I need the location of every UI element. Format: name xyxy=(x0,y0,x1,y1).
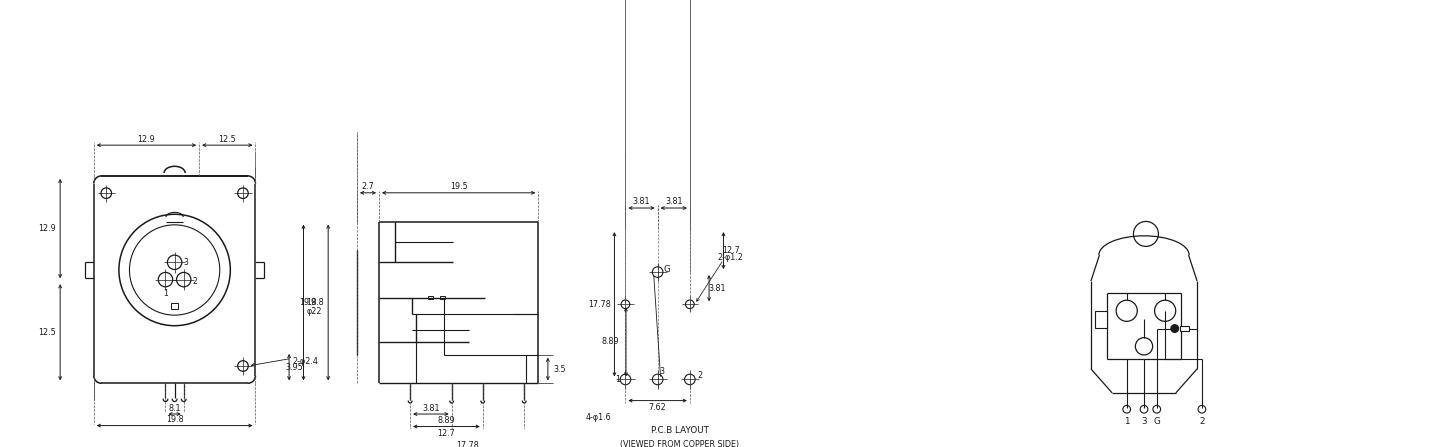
Text: 1: 1 xyxy=(615,375,620,384)
Text: 4-φ1.6: 4-φ1.6 xyxy=(586,413,612,422)
Text: 12.5: 12.5 xyxy=(218,135,236,144)
Bar xyxy=(440,295,445,299)
Circle shape xyxy=(1171,325,1178,333)
Text: (VIEWED FROM COPPER SIDE): (VIEWED FROM COPPER SIDE) xyxy=(620,440,739,447)
Text: 3: 3 xyxy=(184,258,188,267)
Text: 8.1: 8.1 xyxy=(168,404,181,413)
Text: 12.9: 12.9 xyxy=(137,135,155,144)
Text: 17.78: 17.78 xyxy=(587,300,610,309)
Text: 2.7: 2.7 xyxy=(362,181,375,190)
Text: 3.81: 3.81 xyxy=(422,404,440,413)
Text: 19.5: 19.5 xyxy=(450,181,467,190)
Text: 12.7: 12.7 xyxy=(438,429,455,438)
Text: 19.8: 19.8 xyxy=(299,298,317,307)
Text: 2: 2 xyxy=(192,277,198,286)
Text: 3.81: 3.81 xyxy=(665,197,683,206)
Text: 1: 1 xyxy=(163,289,168,298)
Text: 3.81: 3.81 xyxy=(709,284,726,293)
Text: 3: 3 xyxy=(659,367,664,376)
Text: P.C.B LAYOUT: P.C.B LAYOUT xyxy=(651,426,709,435)
Text: 2: 2 xyxy=(1199,417,1205,426)
Text: φ22: φ22 xyxy=(307,307,322,316)
Text: 2-φ2.4: 2-φ2.4 xyxy=(292,357,318,366)
Bar xyxy=(171,303,178,309)
Text: 2-φ1.2: 2-φ1.2 xyxy=(717,253,743,262)
Bar xyxy=(428,295,432,299)
Text: 1: 1 xyxy=(1124,417,1129,426)
Text: 19.8: 19.8 xyxy=(307,298,324,307)
Text: G: G xyxy=(664,265,671,274)
Text: 12.9: 12.9 xyxy=(38,224,55,233)
Text: 12.5: 12.5 xyxy=(38,328,55,337)
Text: 7.62: 7.62 xyxy=(649,403,667,412)
Text: 3.95: 3.95 xyxy=(285,363,302,371)
Text: 2: 2 xyxy=(697,371,701,380)
Text: 8.89: 8.89 xyxy=(438,416,455,425)
Text: 3.5: 3.5 xyxy=(552,364,565,374)
Text: 12.7: 12.7 xyxy=(723,246,740,255)
Text: 3: 3 xyxy=(1141,417,1147,426)
Bar xyxy=(1095,311,1106,329)
Text: G: G xyxy=(1154,417,1160,426)
Text: 19.8: 19.8 xyxy=(166,415,184,424)
Text: 3.81: 3.81 xyxy=(633,197,651,206)
Text: 8.89: 8.89 xyxy=(602,337,619,346)
Text: 17.78: 17.78 xyxy=(455,441,479,447)
Bar xyxy=(1180,326,1189,331)
